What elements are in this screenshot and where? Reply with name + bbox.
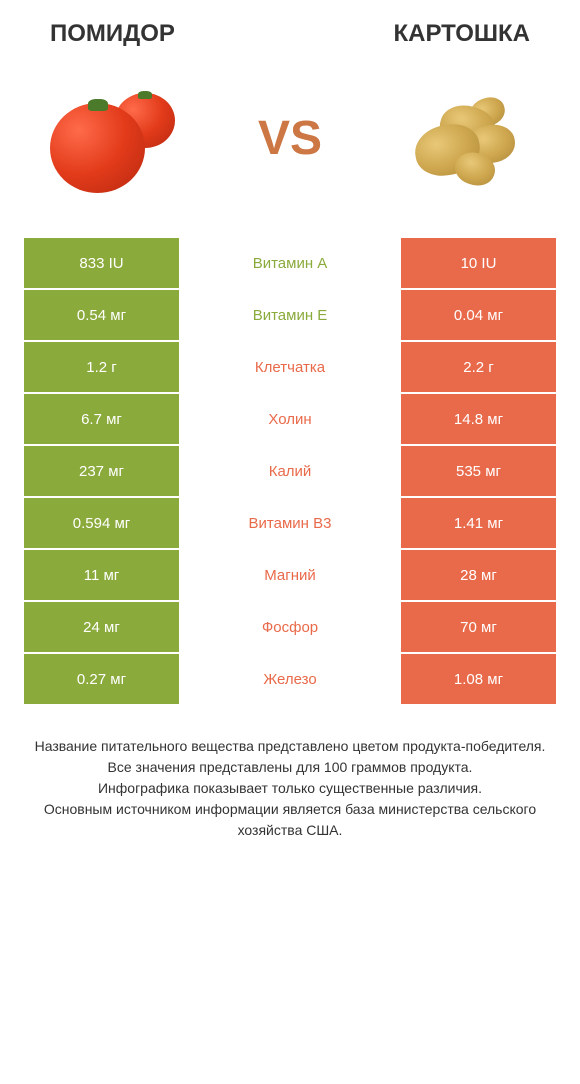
table-row: 6.7 мгХолин14.8 мг <box>24 394 556 444</box>
header-row: ПОМИДОР КАРТОШКА <box>0 0 580 58</box>
right-value-cell: 535 мг <box>401 446 556 496</box>
vs-label: VS <box>258 111 322 166</box>
right-value-cell: 10 IU <box>401 238 556 288</box>
table-row: 1.2 гКлетчатка2.2 г <box>24 342 556 392</box>
footer-text: Название питательного вещества представл… <box>0 706 580 861</box>
left-value-cell: 833 IU <box>24 238 179 288</box>
nutrient-name-cell: Витамин B3 <box>179 498 401 548</box>
table-row: 24 мгФосфор70 мг <box>24 602 556 652</box>
right-value-cell: 1.08 мг <box>401 654 556 704</box>
comparison-table: 833 IUВитамин A10 IU0.54 мгВитамин E0.04… <box>0 238 580 706</box>
table-row: 0.54 мгВитамин E0.04 мг <box>24 290 556 340</box>
potato-image <box>390 68 540 208</box>
left-value-cell: 237 мг <box>24 446 179 496</box>
table-row: 0.27 мгЖелезо1.08 мг <box>24 654 556 704</box>
footer-line: Инфографика показывает только существенн… <box>30 778 550 799</box>
nutrient-name-cell: Калий <box>179 446 401 496</box>
right-value-cell: 0.04 мг <box>401 290 556 340</box>
right-value-cell: 1.41 мг <box>401 498 556 548</box>
nutrient-name-cell: Магний <box>179 550 401 600</box>
nutrient-name-cell: Клетчатка <box>179 342 401 392</box>
right-value-cell: 70 мг <box>401 602 556 652</box>
left-value-cell: 1.2 г <box>24 342 179 392</box>
footer-line: Основным источником информации является … <box>30 799 550 841</box>
nutrient-name-cell: Железо <box>179 654 401 704</box>
nutrient-name-cell: Фосфор <box>179 602 401 652</box>
right-value-cell: 28 мг <box>401 550 556 600</box>
table-row: 833 IUВитамин A10 IU <box>24 238 556 288</box>
right-value-cell: 2.2 г <box>401 342 556 392</box>
footer-line: Название питательного вещества представл… <box>30 736 550 757</box>
left-title: ПОМИДОР <box>50 20 175 48</box>
left-value-cell: 0.27 мг <box>24 654 179 704</box>
infographic-container: ПОМИДОР КАРТОШКА VS 833 IUВитамин A10 IU… <box>0 0 580 1084</box>
left-value-cell: 6.7 мг <box>24 394 179 444</box>
left-value-cell: 24 мг <box>24 602 179 652</box>
footer-line: Все значения представлены для 100 граммо… <box>30 757 550 778</box>
table-row: 237 мгКалий535 мг <box>24 446 556 496</box>
nutrient-name-cell: Витамин A <box>179 238 401 288</box>
left-value-cell: 0.54 мг <box>24 290 179 340</box>
right-value-cell: 14.8 мг <box>401 394 556 444</box>
nutrient-name-cell: Витамин E <box>179 290 401 340</box>
table-row: 0.594 мгВитамин B31.41 мг <box>24 498 556 548</box>
table-row: 11 мгМагний28 мг <box>24 550 556 600</box>
right-title: КАРТОШКА <box>394 20 531 48</box>
left-value-cell: 11 мг <box>24 550 179 600</box>
images-row: VS <box>0 58 580 238</box>
left-value-cell: 0.594 мг <box>24 498 179 548</box>
nutrient-name-cell: Холин <box>179 394 401 444</box>
tomato-image <box>40 68 190 208</box>
